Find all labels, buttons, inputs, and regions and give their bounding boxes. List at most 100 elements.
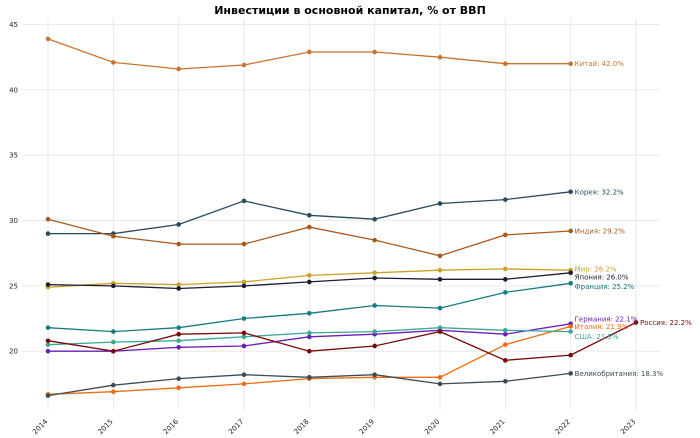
axes: 20 25 30 35 40 45 2014 2015 2016 2017 2018 2019 2020…: [9, 21, 637, 436]
x-tick-label: 2020: [423, 418, 441, 436]
data-point-индия: [503, 232, 508, 238]
x-tick-label: 2019: [358, 418, 376, 436]
data-point-индия: [437, 253, 443, 259]
data-point-россия: [307, 348, 312, 354]
data-point-россия: [111, 348, 116, 354]
data-point-индия: [307, 224, 312, 230]
data-point-сша: [176, 338, 181, 344]
end-label-япония: Япония: 26.0%: [575, 273, 629, 281]
data-point-япония: [372, 275, 377, 281]
data-point-италия: [176, 385, 181, 391]
data-point-китай: [111, 60, 116, 65]
data-point-сша: [307, 330, 312, 336]
data-point-мир: [437, 267, 443, 273]
data-point-мир: [176, 282, 181, 287]
data-point-мир: [307, 273, 312, 278]
series-group: [45, 36, 639, 398]
data-point-китай: [176, 66, 181, 72]
x-tick-label: 2016: [162, 417, 181, 436]
data-point-индия: [241, 241, 247, 247]
data-point-корея: [176, 222, 181, 227]
x-tick-label: 2018: [292, 418, 310, 436]
data-point-япония: [437, 277, 443, 282]
x-tick-label: 2017: [227, 418, 245, 436]
data-point-корея: [503, 197, 508, 202]
data-point-япония: [241, 283, 247, 289]
y-tick-label: 40: [9, 86, 18, 94]
end-label-сша: США: 21.5%: [575, 333, 619, 341]
data-point-китай: [437, 54, 443, 60]
data-point-сша: [45, 342, 51, 347]
data-point-сша: [503, 327, 508, 333]
data-point-великобритания: [437, 381, 443, 387]
data-point-индия: [372, 237, 377, 243]
data-point-сша: [437, 325, 443, 330]
data-point-корея: [568, 189, 573, 195]
data-point-мир: [503, 266, 508, 272]
end-label-корея: Корея: 32.2%: [575, 188, 624, 196]
y-tick-label: 45: [9, 21, 18, 29]
series-line-россия: [47, 321, 637, 361]
data-point-италия: [503, 342, 508, 347]
data-point-сша: [111, 339, 116, 345]
data-point-китай: [45, 36, 51, 42]
data-point-россия: [437, 329, 443, 334]
y-tick-label: 25: [9, 282, 18, 290]
data-point-франция: [176, 325, 181, 330]
end-label-мир: Мир: 26.2%: [575, 266, 617, 274]
end-label-франция: Франция: 25.2%: [575, 283, 635, 291]
data-point-сша: [568, 329, 573, 334]
data-point-индия: [111, 233, 116, 239]
end-labels: Китай: 42.0% Корея: 32.2% Индия: 29.2% Мир:…: [575, 60, 692, 378]
data-point-россия: [372, 343, 377, 349]
end-label-китай: Китай: 42.0%: [575, 60, 625, 68]
data-point-сша: [241, 334, 247, 340]
data-point-мир: [372, 270, 377, 276]
data-point-корея: [372, 216, 377, 222]
data-point-китай: [241, 62, 247, 68]
data-point-италия: [568, 324, 573, 329]
data-point-великобритания: [372, 372, 377, 378]
data-point-франция: [503, 290, 508, 295]
data-point-великобритания: [241, 372, 247, 378]
data-point-россия: [568, 352, 573, 358]
data-point-индия: [176, 241, 181, 247]
end-label-индия: Индия: 29.2%: [575, 227, 626, 235]
x-tick-label: 2021: [488, 418, 506, 436]
data-point-индия: [568, 228, 573, 234]
data-point-германия: [503, 331, 508, 337]
x-tick-label: 2015: [96, 418, 114, 436]
data-point-великобритания: [568, 371, 573, 376]
data-point-корея: [437, 201, 443, 206]
data-point-германия: [307, 334, 312, 340]
chart-title: Инвестиции в основной капитал, % от ВВП: [214, 4, 486, 17]
data-point-сша: [372, 329, 377, 334]
data-point-россия: [241, 330, 247, 336]
data-point-германия: [176, 344, 181, 350]
data-point-франция: [45, 325, 51, 330]
data-point-франция: [437, 305, 443, 311]
data-point-япония: [111, 283, 116, 289]
end-label-россия: Россия: 22.2%: [640, 319, 692, 327]
data-point-италия: [437, 375, 443, 380]
data-point-россия: [176, 331, 181, 337]
data-point-франция: [241, 316, 247, 321]
data-point-франция: [372, 303, 377, 308]
data-point-китай: [503, 61, 508, 67]
data-point-россия: [633, 320, 639, 325]
y-tick-label: 20: [9, 348, 18, 356]
data-point-япония: [45, 282, 51, 287]
data-point-россия: [45, 338, 51, 344]
x-tick-label: 2023: [619, 418, 637, 436]
end-label-германия: Германия: 22.1%: [575, 315, 638, 323]
data-point-великобритания: [111, 382, 116, 388]
data-point-франция: [307, 311, 312, 316]
data-point-корея: [45, 231, 51, 236]
y-tick-label: 35: [9, 152, 18, 160]
data-point-япония: [307, 279, 312, 285]
data-point-россия: [503, 358, 508, 363]
data-point-германия: [45, 348, 51, 354]
data-point-мир: [241, 279, 247, 285]
